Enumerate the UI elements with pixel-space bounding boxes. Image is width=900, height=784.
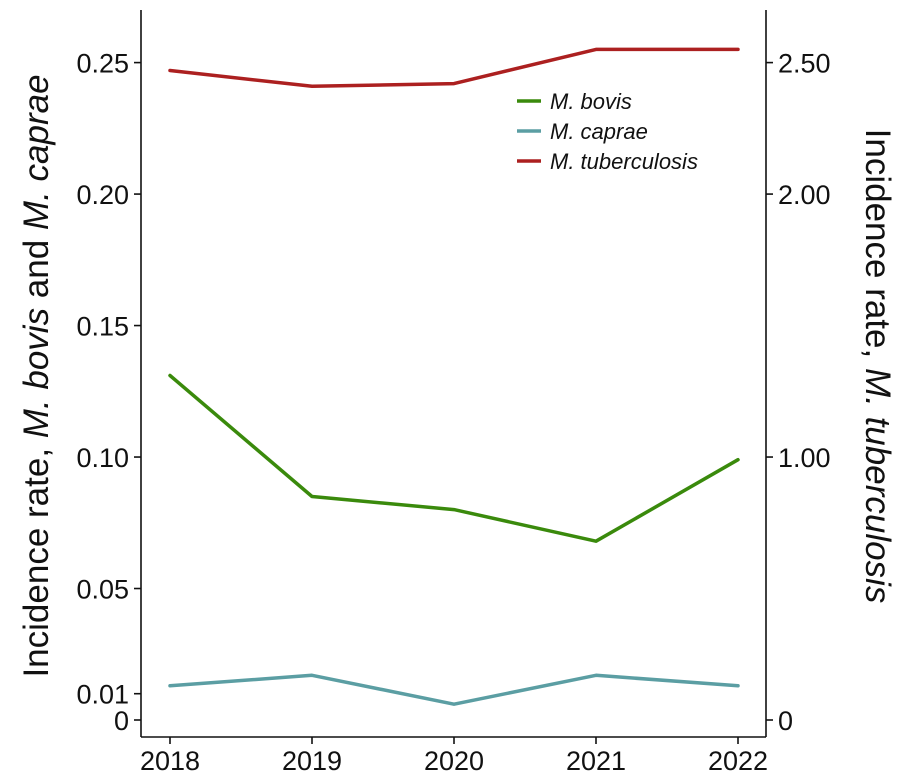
x-tick-label: 2019 [282,746,342,776]
series-line-m-caprae [168,673,740,706]
left-tick-label: 0.05 [76,575,129,605]
left-axis-title-part: Incidence rate, [17,438,56,677]
series-line-m-tuberculosis [168,47,740,89]
legend-label-m-caprae: M. caprae [550,119,648,144]
x-tick-label: 2020 [424,746,484,776]
left-axis-title-part: and [17,230,56,308]
left-tick-label: 0.20 [76,180,129,210]
series-line-m-bovis [168,373,740,543]
left-axis-title-part: M. bovis [17,308,56,438]
x-tick-label: 2022 [708,746,768,776]
right-tick-label: 0 [778,706,793,736]
left-tick-label: 0.15 [76,312,129,342]
left-tick-label: 0.01 [76,680,129,710]
right-axis-title: Incidence rate, M. tuberculosis [858,129,897,604]
x-tick-label: 2021 [566,746,626,776]
x-tick-label: 2018 [140,746,200,776]
right-tick-label: 2.00 [778,180,831,210]
legend-label-m-tuberculosis: M. tuberculosis [550,149,698,174]
axes: 00.010.050.100.150.200.2501.002.002.5020… [17,10,897,776]
left-tick-label: 0 [114,706,129,736]
right-tick-label: 1.00 [778,443,831,473]
legend-label-m-bovis: M. bovis [550,89,632,114]
left-tick-label: 0.10 [76,443,129,473]
right-axis-title-part: M. tuberculosis [858,368,897,603]
series-layer [168,47,740,706]
right-axis-title-part: Incidence rate, [858,129,897,368]
left-tick-label: 0.25 [76,49,129,79]
left-axis-title: Incidence rate, M. bovis and M. caprae [17,74,56,677]
right-tick-label: 2.50 [778,49,831,79]
legend: M. bovis M. caprae M. tuberculosis [517,89,698,174]
left-axis-title-part: M. caprae [17,74,56,230]
